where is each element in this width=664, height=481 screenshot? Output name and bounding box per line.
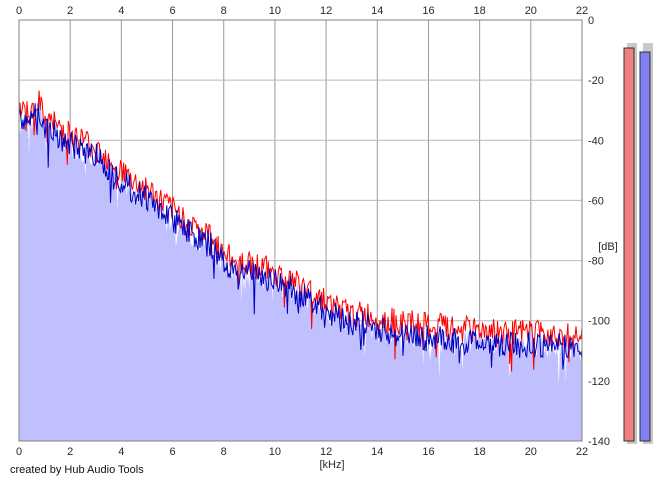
x-tick-label-top: 22 bbox=[576, 5, 588, 17]
x-tick-label-bottom: 22 bbox=[576, 446, 588, 458]
x-tick-label-bottom: 0 bbox=[16, 446, 22, 458]
x-tick-label-top: 2 bbox=[67, 5, 73, 17]
x-tick-label-top: 10 bbox=[269, 5, 281, 17]
plot-frame bbox=[18, 19, 583, 442]
y-tick-label: -80 bbox=[588, 256, 604, 268]
x-tick-label-bottom: 14 bbox=[371, 446, 383, 458]
x-tick-label-top: 8 bbox=[221, 5, 227, 17]
x-tick-label-bottom: 4 bbox=[118, 446, 124, 458]
level-meter-1 bbox=[639, 51, 651, 442]
y-tick-label: -40 bbox=[588, 135, 604, 147]
x-tick-label-bottom: 8 bbox=[221, 446, 227, 458]
y-tick-label: -100 bbox=[588, 316, 610, 328]
y-tick-label: -120 bbox=[588, 376, 610, 388]
y-tick-label: 0 bbox=[588, 15, 594, 27]
x-tick-label-top: 0 bbox=[16, 5, 22, 17]
x-tick-label-top: 12 bbox=[320, 5, 332, 17]
series-line-1 bbox=[18, 103, 583, 370]
x-tick-label-top: 6 bbox=[169, 5, 175, 17]
x-axis-label: [kHz] bbox=[319, 459, 344, 471]
level-meters bbox=[623, 43, 653, 444]
level-meter-0 bbox=[623, 47, 635, 442]
x-tick-label-bottom: 16 bbox=[422, 446, 434, 458]
y-tick-label: -60 bbox=[588, 195, 604, 207]
x-tick-label-bottom: 12 bbox=[320, 446, 332, 458]
y-axis-label: [dB] bbox=[598, 241, 618, 253]
x-tick-label-bottom: 2 bbox=[67, 446, 73, 458]
x-tick-label-top: 16 bbox=[422, 5, 434, 17]
x-tick-label-bottom: 6 bbox=[169, 446, 175, 458]
series-area-1 bbox=[19, 102, 582, 442]
x-tick-label-top: 20 bbox=[525, 5, 537, 17]
y-tick-label: -140 bbox=[588, 436, 610, 448]
y-tick-label: -20 bbox=[588, 75, 604, 87]
x-tick-label-top: 14 bbox=[371, 5, 383, 17]
credit-text: created by Hub Audio Tools bbox=[10, 464, 144, 476]
series-layer bbox=[18, 90, 583, 442]
x-tick-label-bottom: 10 bbox=[269, 446, 281, 458]
x-tick-label-bottom: 18 bbox=[474, 446, 486, 458]
x-tick-label-bottom: 20 bbox=[525, 446, 537, 458]
x-tick-label-top: 18 bbox=[474, 5, 486, 17]
x-tick-label-top: 4 bbox=[118, 5, 124, 17]
tick-labels: 002244668810101212141416161818202022220-… bbox=[16, 5, 610, 458]
